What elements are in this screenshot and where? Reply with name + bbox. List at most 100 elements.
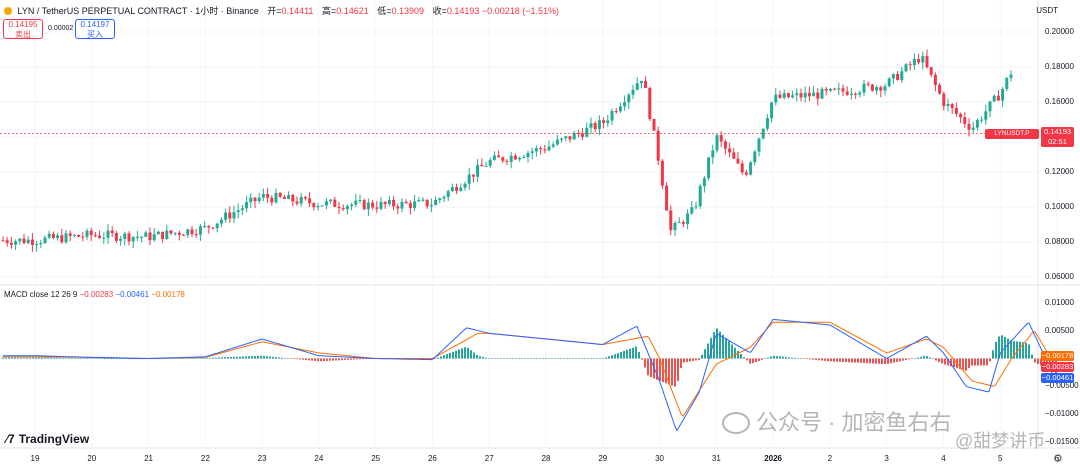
candle-body	[249, 197, 253, 203]
macd-histogram-bar	[560, 358, 562, 360]
candle-body	[127, 233, 131, 242]
candle-body	[316, 206, 320, 208]
macd-histogram-bar	[17, 357, 19, 359]
macd-histogram-bar	[296, 358, 298, 360]
symbol-header: LYN / TetherUS PERPETUAL CONTRACT · 1小时 …	[4, 4, 559, 17]
price-tick: 0.18000	[1045, 62, 1074, 71]
macd-histogram-bar	[1001, 335, 1003, 359]
macd-histogram-bar	[116, 358, 118, 360]
macd-histogram-bar	[893, 358, 895, 363]
macd-histogram-bar	[203, 357, 205, 359]
candle-body	[652, 118, 656, 131]
macd-histogram-bar	[449, 352, 451, 359]
candle-body	[278, 193, 282, 197]
macd-histogram-bar	[518, 358, 520, 360]
buy-label: 买入	[87, 30, 103, 39]
macd-histogram-bar	[74, 358, 76, 359]
macd-histogram-bar	[929, 357, 931, 359]
macd-histogram-bar	[221, 357, 223, 359]
candle-body	[669, 210, 673, 231]
close-label: 收=	[432, 6, 447, 16]
macd-histogram-bar	[857, 358, 859, 363]
macd-histogram-bar	[119, 358, 121, 360]
candle-body	[740, 163, 744, 173]
macd-histogram-bar	[494, 358, 496, 360]
candle-body	[51, 233, 55, 239]
settings-icon[interactable]: ⚙	[1053, 453, 1063, 465]
macd-histogram-bar	[803, 358, 805, 360]
candle-body	[140, 236, 144, 238]
candle-body	[30, 239, 34, 245]
macd-histogram-bar	[944, 358, 946, 365]
candle-body	[354, 200, 358, 205]
macd-histogram-bar	[77, 358, 79, 359]
candle-body	[123, 233, 127, 239]
candle-body	[270, 197, 274, 203]
macd-histogram-bar	[620, 352, 622, 359]
macd-histogram-bar	[440, 356, 442, 359]
candle-body	[984, 111, 988, 120]
candle-body	[904, 64, 908, 72]
candle-body	[333, 199, 337, 207]
sell-button[interactable]: 0.14195 卖出	[3, 19, 43, 39]
tradingview-logo[interactable]: ⁄7 TradingView	[6, 432, 89, 446]
macd-histogram-bar	[746, 358, 748, 361]
macd-histogram-bar	[233, 356, 235, 359]
buy-button[interactable]: 0.14197 买入	[75, 19, 115, 39]
macd-histogram-bar	[950, 358, 952, 367]
macd-histogram-bar	[353, 358, 355, 360]
candle-body	[463, 183, 467, 188]
candle-body	[345, 206, 349, 210]
macd-tag: −0.00461	[1041, 373, 1074, 383]
macd-histogram-bar	[326, 358, 328, 361]
macd-histogram-bar	[299, 358, 301, 360]
candle-body	[694, 206, 698, 208]
currency-label[interactable]: USDT	[1036, 6, 1058, 15]
candle-body	[1005, 77, 1009, 89]
candle-body	[89, 230, 93, 236]
candle-body	[60, 235, 64, 243]
candle-body	[690, 207, 694, 214]
candle-body	[513, 155, 517, 160]
candle-body	[518, 157, 522, 160]
time-tick: 26	[427, 454, 437, 463]
macd-histogram-bar	[722, 334, 724, 359]
macd-histogram-bar	[98, 358, 100, 360]
price-tick: 0.06000	[1045, 272, 1074, 281]
macd-histogram-bar	[50, 357, 52, 359]
macd-histogram-bar	[365, 358, 367, 360]
candle-body	[618, 106, 622, 112]
macd-histogram-bar	[38, 357, 40, 359]
macd-histogram-bar	[812, 358, 814, 360]
macd-histogram-bar	[689, 358, 691, 362]
candle-body	[266, 194, 270, 198]
macd-histogram-bar	[80, 358, 82, 359]
macd-histogram-bar	[8, 357, 10, 359]
candle-body	[476, 164, 480, 177]
macd-histogram-bar	[245, 356, 247, 359]
candle-body	[467, 174, 471, 184]
macd-histogram-bar	[629, 348, 631, 359]
candle-body	[421, 199, 425, 201]
macd-histogram-bar	[302, 358, 304, 360]
candle-body	[736, 158, 740, 164]
macd-histogram-bar	[455, 350, 457, 359]
macd-histogram-bar	[173, 358, 175, 359]
candle-body	[98, 235, 102, 239]
macd-histogram-bar	[338, 358, 340, 361]
candle-body	[623, 102, 627, 107]
candle-body	[43, 237, 47, 243]
macd-histogram-bar	[278, 357, 280, 359]
macd-legend[interactable]: MACD close 12 26 9 −0.00283 −0.00461 −0.…	[4, 290, 185, 299]
macd-histogram-bar	[473, 352, 475, 359]
time-tick: 3	[884, 454, 889, 463]
macd-histogram-bar	[1031, 354, 1033, 359]
low-label: 低=	[377, 6, 392, 16]
candle-body	[845, 91, 849, 95]
change-value: −0.00218 (−1.51%)	[481, 6, 559, 16]
candle-body	[81, 236, 85, 238]
macd-histogram-bar	[344, 358, 346, 361]
macd-histogram-bar	[314, 358, 316, 361]
candle-body	[665, 185, 669, 211]
